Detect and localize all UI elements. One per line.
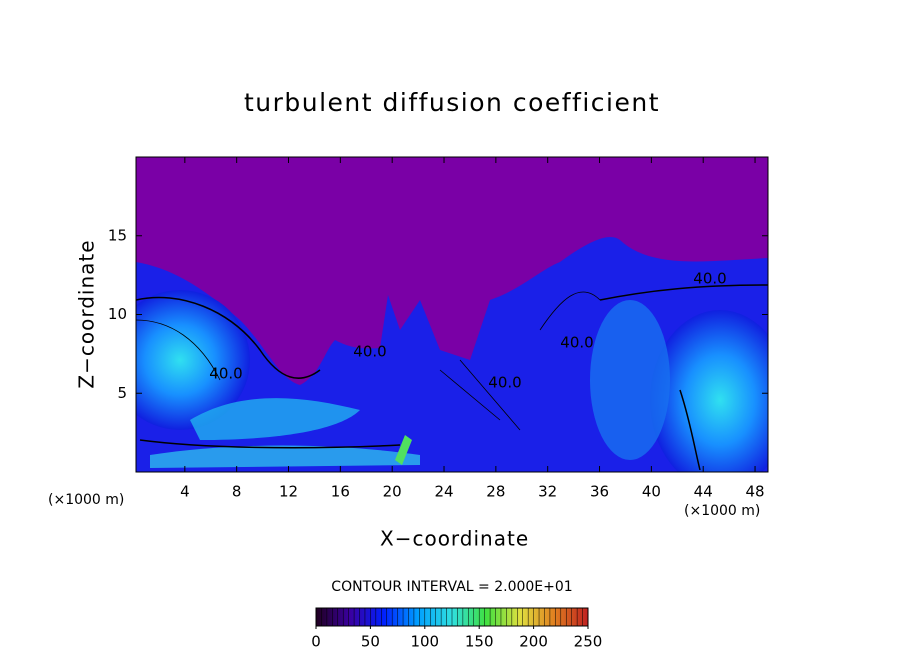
x-tick-label: 20 (383, 483, 402, 501)
y-tick-label: 15 (108, 226, 127, 244)
y-axis-title: Z−coordinate (75, 239, 99, 388)
x-tick-label: 28 (486, 483, 505, 501)
x-tick-label: 12 (279, 483, 298, 501)
colorbar-tick-label: 150 (465, 633, 494, 651)
x-tick-label: 24 (434, 483, 453, 501)
colorbar-tick-label: 250 (574, 633, 603, 651)
field (136, 157, 768, 472)
contour-label: 40.0 (353, 343, 386, 361)
contour-label: 40.0 (209, 365, 242, 383)
x-axis-title: X−coordinate (380, 527, 529, 551)
y-tick-label: 5 (117, 384, 127, 402)
colorbar-tick-label: 50 (361, 633, 380, 651)
chart-title: turbulent diffusion coefficient (244, 88, 660, 117)
x-tick-label: 40 (642, 483, 661, 501)
x-tick-label: 16 (331, 483, 350, 501)
contour-label: 40.0 (488, 374, 521, 392)
contour-interval: CONTOUR INTERVAL = 2.000E+01 (331, 579, 572, 595)
x-tick-label: 44 (694, 483, 713, 501)
contour-label: 40.0 (693, 270, 726, 288)
x-tick-label: 32 (538, 483, 557, 501)
colorbar-tick-label: 200 (519, 633, 548, 651)
colorbar-tick-label: 100 (410, 633, 439, 651)
y-unit: (×1000 m) (48, 492, 124, 508)
colorbar-tick-label: 0 (311, 633, 321, 651)
x-unit: (×1000 m) (684, 503, 760, 519)
x-tick-label: 36 (590, 483, 609, 501)
x-tick-label: 4 (180, 483, 190, 501)
y-tick-label: 10 (108, 305, 127, 323)
x-tick-label: 8 (232, 483, 242, 501)
contour-label: 40.0 (560, 334, 593, 352)
x-tick-label: 48 (745, 483, 764, 501)
